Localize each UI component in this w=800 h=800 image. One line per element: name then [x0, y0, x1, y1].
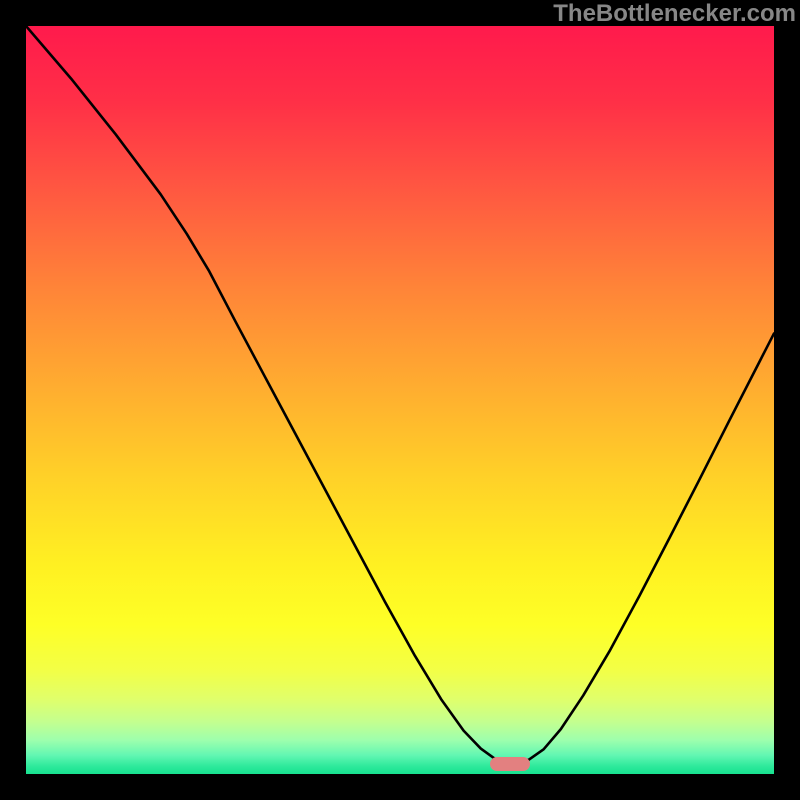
minimum-marker: [490, 757, 530, 771]
plot-area: [26, 26, 774, 774]
line-curve: [26, 26, 774, 774]
chart-container: TheBottlenecker.com: [0, 0, 800, 800]
watermark-text: TheBottlenecker.com: [553, 0, 796, 28]
